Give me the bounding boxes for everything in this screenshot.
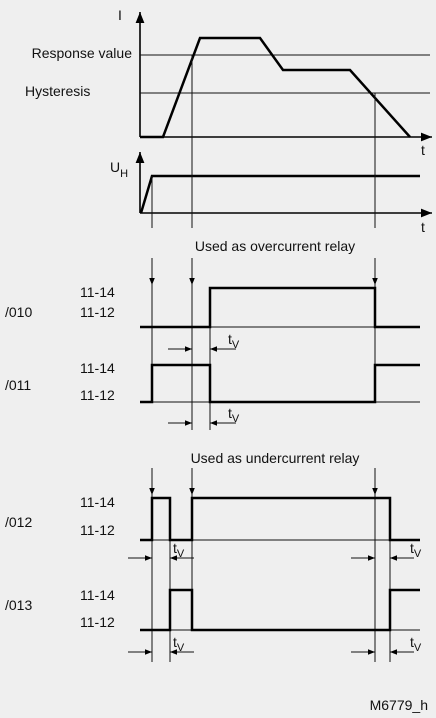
- axis-label: I: [118, 7, 122, 23]
- section-title: Used as undercurrent relay: [191, 450, 360, 466]
- delay-label: tV: [228, 331, 240, 351]
- delay-label: tV: [410, 540, 422, 560]
- delay-sub: V: [232, 339, 240, 351]
- delay-sub: V: [414, 642, 422, 654]
- axis-label-main: U: [110, 159, 120, 175]
- delay-sub: V: [177, 642, 185, 654]
- markers: [151, 55, 376, 228]
- section-title: Used as overcurrent relay: [195, 238, 355, 254]
- delay-label: tV: [173, 634, 185, 654]
- time-label: t: [421, 142, 425, 158]
- state-label: 11-12: [80, 304, 115, 320]
- delay-sym: t: [173, 540, 177, 556]
- axis-label-sub: H: [120, 168, 128, 180]
- undercurrent: tV tV tV tV /012 11-14 11-12 /013 11-14 …: [5, 468, 422, 662]
- figure-id: M6779_h: [370, 697, 428, 713]
- state-label: 11-14: [80, 494, 115, 510]
- time-label: t: [421, 219, 425, 235]
- delay-sym: t: [410, 540, 414, 556]
- delay-sub: V: [414, 548, 422, 560]
- level-label: Hysteresis: [25, 83, 90, 99]
- row-label: /011: [5, 377, 31, 393]
- state-label: 11-14: [80, 284, 115, 300]
- delay-sym: t: [410, 634, 414, 650]
- row-label: /010: [5, 304, 32, 320]
- axis-label: UH: [110, 159, 128, 180]
- level-label: Response value: [32, 45, 133, 61]
- voltage-graph: UH t: [110, 152, 432, 235]
- delay-sub: V: [177, 548, 185, 560]
- delay-sym: t: [228, 405, 232, 421]
- delay-sym: t: [228, 331, 232, 347]
- state-label: 11-14: [80, 587, 115, 603]
- overcurrent: tV tV /010 11-14 11-12 /011 11-14 11-12: [5, 258, 420, 430]
- current-graph: I Response value Hysteresis t: [25, 7, 432, 158]
- delay-sub: V: [232, 413, 240, 425]
- row-label: /012: [5, 514, 32, 530]
- row-label: /013: [5, 597, 32, 613]
- state-label: 11-12: [80, 522, 115, 538]
- delay-label: tV: [173, 540, 185, 560]
- state-label: 11-12: [80, 387, 115, 403]
- state-label: 11-12: [80, 614, 115, 630]
- state-label: 11-14: [80, 360, 115, 376]
- delay-label: tV: [228, 405, 240, 425]
- delay-sym: t: [173, 634, 177, 650]
- delay-label: tV: [410, 634, 422, 654]
